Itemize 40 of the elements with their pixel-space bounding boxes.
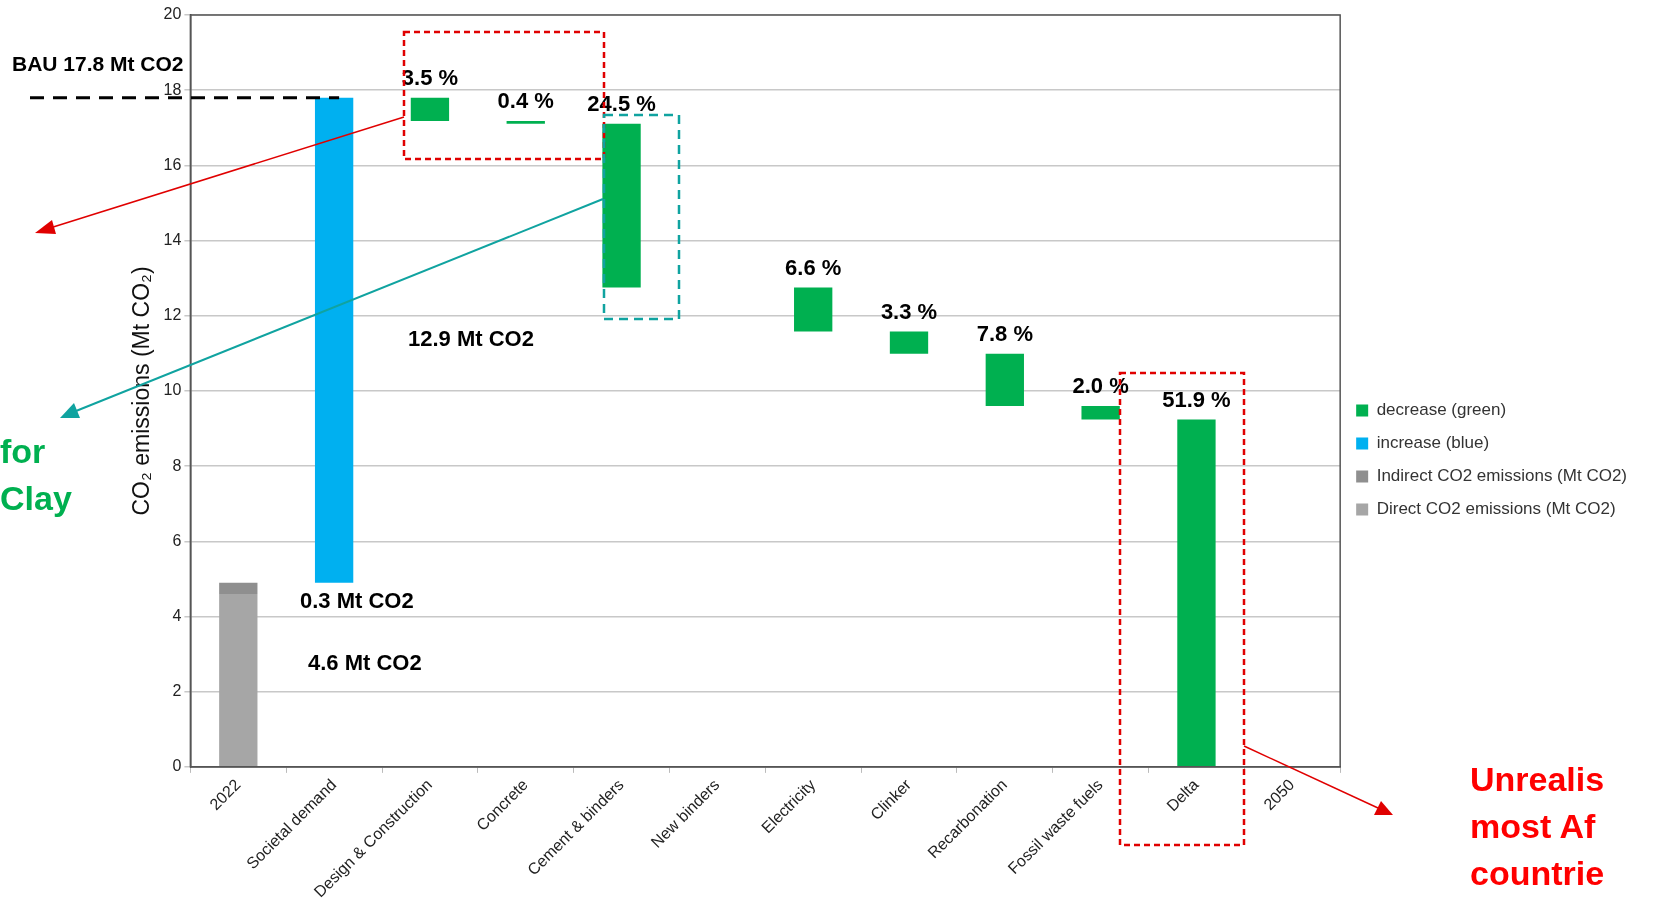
annotation: 2.0 % — [1072, 373, 1129, 399]
y-tick-label: 16 — [163, 155, 182, 173]
bar — [1177, 419, 1216, 767]
bar — [1081, 405, 1120, 420]
y-tick-label: 2 — [172, 682, 182, 700]
bar — [506, 121, 545, 124]
annotation: 51.9 % — [1162, 386, 1231, 412]
legend-label: decrease (green) — [1376, 400, 1507, 420]
annotation: 24.5 % — [587, 90, 656, 116]
y-tick-label: 6 — [172, 531, 182, 549]
y-tick-label: 0 — [172, 757, 182, 775]
ref-line-label: BAU 17.8 Mt CO2 — [12, 52, 184, 75]
text: for Clay — [0, 431, 72, 519]
y-axis-title: CO₂ emissions (Mt CO₂) — [128, 266, 155, 516]
y-tick-label: 8 — [172, 456, 182, 474]
bar — [219, 582, 258, 594]
bar — [410, 97, 450, 122]
bar — [889, 331, 929, 354]
annotation: 0.3 Mt CO2 — [300, 588, 414, 614]
bar — [314, 97, 354, 583]
y-tick-label: 18 — [163, 80, 182, 98]
annotation: 0.4 % — [497, 88, 554, 114]
y-tick-label: 20 — [163, 5, 182, 23]
bar — [219, 593, 258, 767]
y-tick-label: 4 — [172, 606, 182, 624]
annotation: 3.3 % — [880, 298, 938, 324]
annotation: 7.8 % — [976, 320, 1033, 346]
text: Unrealis most Af countrie — [1470, 759, 1605, 894]
bar — [794, 287, 833, 332]
bar — [602, 123, 641, 288]
y-tick-label: 12 — [163, 306, 182, 324]
y-tick-label: 14 — [163, 230, 182, 248]
legend-label: Direct CO2 emissions (Mt CO2) — [1376, 499, 1616, 519]
legend-label: Indirect CO2 emissions (Mt CO2) — [1376, 466, 1628, 486]
bar — [985, 353, 1024, 406]
legend-label: increase (blue) — [1376, 433, 1490, 453]
y-tick-label: 10 — [163, 381, 182, 399]
annotation: 4.6 Mt CO2 — [308, 650, 422, 676]
annotation: 12.9 Mt CO2 — [408, 326, 534, 352]
annotation: 6.6 % — [785, 254, 842, 280]
